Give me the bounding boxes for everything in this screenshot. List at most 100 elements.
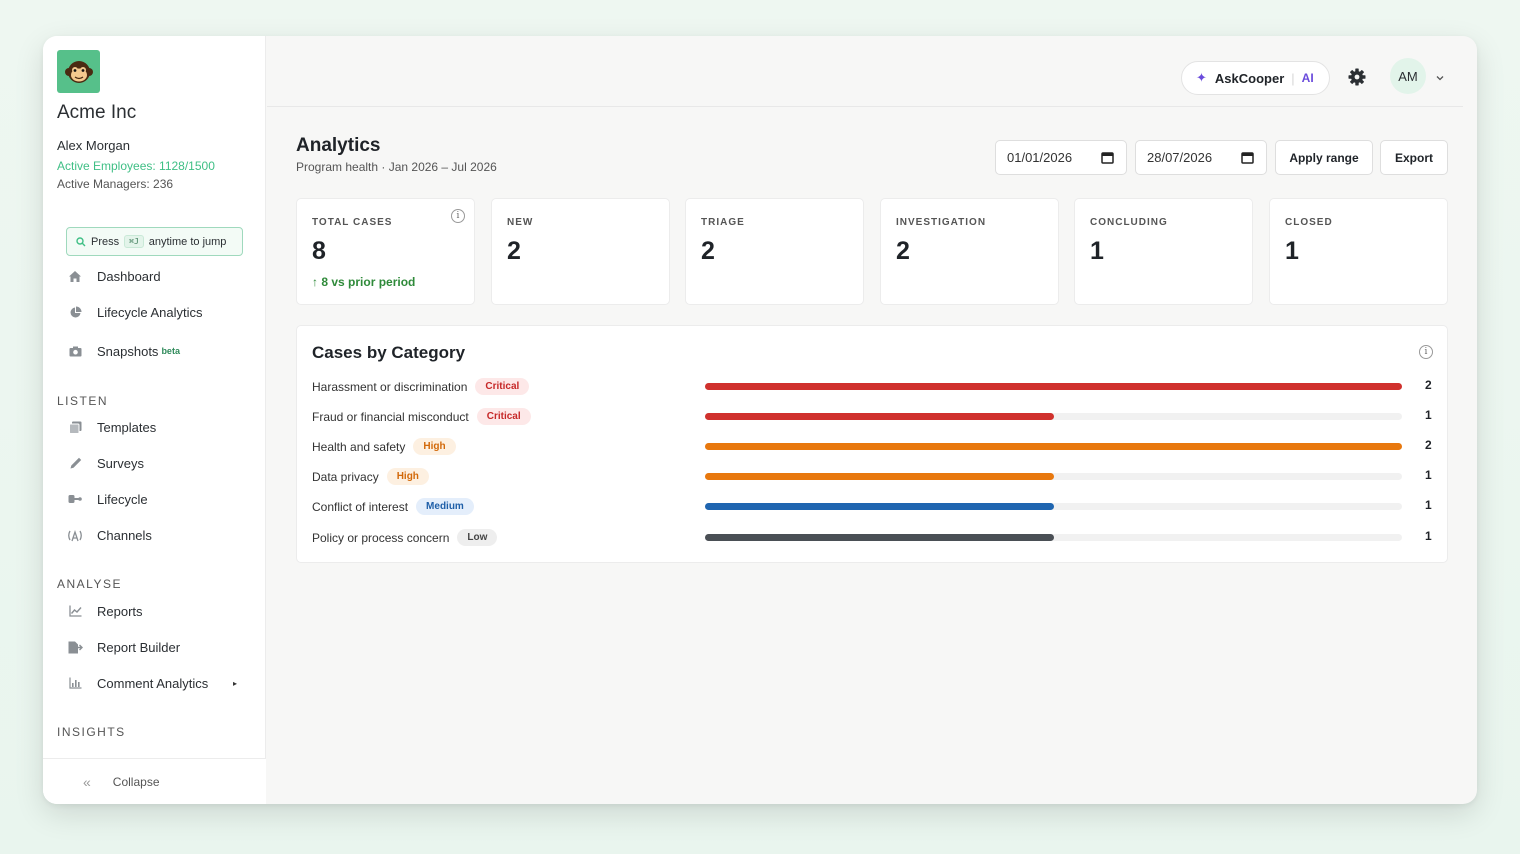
sidebar-item-channels[interactable]: Channels xyxy=(67,523,152,547)
expand-caret-icon[interactable]: ▸ xyxy=(233,678,238,688)
stat-card-concluding: CONCLUDING 1 xyxy=(1074,198,1253,305)
monkey-icon xyxy=(64,60,93,83)
search-icon xyxy=(76,236,86,246)
info-icon[interactable]: i xyxy=(1419,345,1433,359)
sidebar-item-label: Report Builder xyxy=(97,639,181,655)
category-bar xyxy=(705,473,1054,480)
category-name: Fraud or financial misconduct xyxy=(312,409,469,424)
company-logo[interactable] xyxy=(57,50,100,93)
stat-value: 8 xyxy=(312,237,326,265)
sidebar-item-label: Templates xyxy=(97,419,157,435)
sidebar-item-report-builder[interactable]: Report Builder xyxy=(67,635,180,659)
divider: | xyxy=(1291,70,1295,86)
collapse-sidebar-button[interactable]: « Collapse xyxy=(43,758,266,804)
stat-label: CLOSED xyxy=(1285,217,1333,228)
org-name: Acme Inc xyxy=(57,102,137,123)
active-managers: Active Managers: 236 xyxy=(57,177,174,191)
avatar[interactable]: AM xyxy=(1390,58,1426,94)
page-title: Analytics xyxy=(296,135,381,156)
sidebar-item-surveys[interactable]: Surveys xyxy=(67,451,144,475)
category-bar xyxy=(705,383,1402,390)
beta-badge: beta xyxy=(161,346,180,356)
stat-card-new: NEW 2 xyxy=(491,198,670,305)
stat-card-triage: TRIAGE 2 xyxy=(685,198,864,305)
sidebar-item-reports[interactable]: Reports xyxy=(67,599,143,623)
double-chevron-left-icon: « xyxy=(83,773,91,790)
sidebar-item-label: Snapshots xyxy=(97,343,159,359)
jump-shortcut: ⌘J xyxy=(124,235,144,248)
jump-search-button[interactable]: Press ⌘J anytime to jump xyxy=(66,227,243,256)
category-count: 2 xyxy=(1425,438,1432,452)
sidebar-item-label: Channels xyxy=(97,527,152,543)
info-icon[interactable]: i xyxy=(451,209,465,223)
cases-by-category-card: Cases by Category i Harassment or discri… xyxy=(296,325,1448,563)
sidebar-item-label: Lifecycle xyxy=(97,491,148,507)
severity-badge: Low xyxy=(457,529,498,546)
apply-range-button[interactable]: Apply range xyxy=(1275,140,1373,175)
stat-label: INVESTIGATION xyxy=(896,217,987,228)
home-icon xyxy=(67,268,83,284)
collapse-label: Collapse xyxy=(112,774,160,789)
gear-icon[interactable] xyxy=(1347,67,1367,87)
category-row[interactable]: Data privacy High 1 xyxy=(297,465,1449,487)
end-date-input[interactable]: 28/07/2026 xyxy=(1135,140,1267,175)
section-label-insights: INSIGHTS xyxy=(57,725,126,739)
bar-track xyxy=(705,473,1402,480)
sidebar-item-label: Reports xyxy=(97,603,143,619)
category-name: Conflict of interest xyxy=(312,499,409,514)
ask-cooper-label: AskCooper xyxy=(1214,70,1285,86)
bar-track xyxy=(705,534,1402,541)
ai-label: AI xyxy=(1301,71,1314,85)
export-button[interactable]: Export xyxy=(1380,140,1448,175)
category-count: 1 xyxy=(1425,529,1432,543)
category-row[interactable]: Conflict of interest Medium 1 xyxy=(297,495,1449,517)
chevron-down-icon[interactable] xyxy=(1434,72,1446,84)
bar-track xyxy=(705,443,1402,450)
stat-card-closed: CLOSED 1 xyxy=(1269,198,1448,305)
top-bar: ✦ AskCooper | AI AM xyxy=(267,36,1463,107)
app-window: Acme Inc Alex Morgan Active Employees: 1… xyxy=(43,36,1477,804)
end-date-value: 28/07/2026 xyxy=(1147,150,1213,165)
category-row[interactable]: Fraud or financial misconduct Critical 1 xyxy=(297,405,1449,427)
severity-badge: Medium xyxy=(416,498,474,515)
category-name: Harassment or discrimination xyxy=(312,379,468,394)
page-subtitle: Program health · Jan 2026 – Jul 2026 xyxy=(296,160,497,174)
severity-badge: High xyxy=(386,468,429,485)
line-chart-icon xyxy=(67,603,83,619)
jump-suffix: anytime to jump xyxy=(148,235,227,248)
section-label-analyse: ANALYSE xyxy=(57,577,122,591)
ask-cooper-button[interactable]: ✦ AskCooper | AI xyxy=(1181,61,1330,95)
category-row[interactable]: Health and safety High 2 xyxy=(297,435,1449,457)
sidebar-item-comment-analytics[interactable]: Comment Analytics ▸ xyxy=(67,671,237,695)
camera-icon xyxy=(67,343,83,359)
category-row[interactable]: Harassment or discrimination Critical 2 xyxy=(297,375,1449,397)
severity-badge: Critical xyxy=(476,408,531,425)
sidebar-item-lifecycle-analytics[interactable]: Lifecycle Analytics xyxy=(67,300,203,324)
sidebar-item-label: Comment Analytics xyxy=(97,675,209,691)
stat-value: 2 xyxy=(507,237,521,265)
start-date-input[interactable]: 01/01/2026 xyxy=(995,140,1127,175)
start-date-value: 01/01/2026 xyxy=(1007,150,1073,165)
category-name: Health and safety xyxy=(312,439,406,454)
section-label-listen: LISTEN xyxy=(57,394,109,408)
calendar-icon[interactable] xyxy=(1101,151,1114,164)
sidebar: Acme Inc Alex Morgan Active Employees: 1… xyxy=(43,36,266,804)
category-row[interactable]: Policy or process concern Low 1 xyxy=(297,526,1449,548)
category-count: 2 xyxy=(1425,378,1432,392)
category-bar xyxy=(705,443,1402,450)
sidebar-item-templates[interactable]: Templates xyxy=(67,415,156,439)
severity-badge: High xyxy=(413,438,456,455)
sidebar-item-snapshots[interactable]: Snapshots beta xyxy=(67,339,180,363)
stat-card-investigation: INVESTIGATION 2 xyxy=(880,198,1059,305)
pie-chart-icon xyxy=(67,304,83,320)
sidebar-item-lifecycle[interactable]: Lifecycle xyxy=(67,487,148,511)
jump-prefix: Press xyxy=(91,235,120,248)
sidebar-item-dashboard[interactable]: Dashboard xyxy=(67,264,161,288)
card-title: Cases by Category xyxy=(312,343,466,362)
category-name: Policy or process concern xyxy=(312,530,450,545)
file-export-icon xyxy=(67,639,83,655)
calendar-icon[interactable] xyxy=(1241,151,1254,164)
stat-delta: ↑ 8 vs prior period xyxy=(312,275,416,289)
sparkle-icon: ✦ xyxy=(1196,70,1207,85)
pen-icon xyxy=(67,455,83,471)
